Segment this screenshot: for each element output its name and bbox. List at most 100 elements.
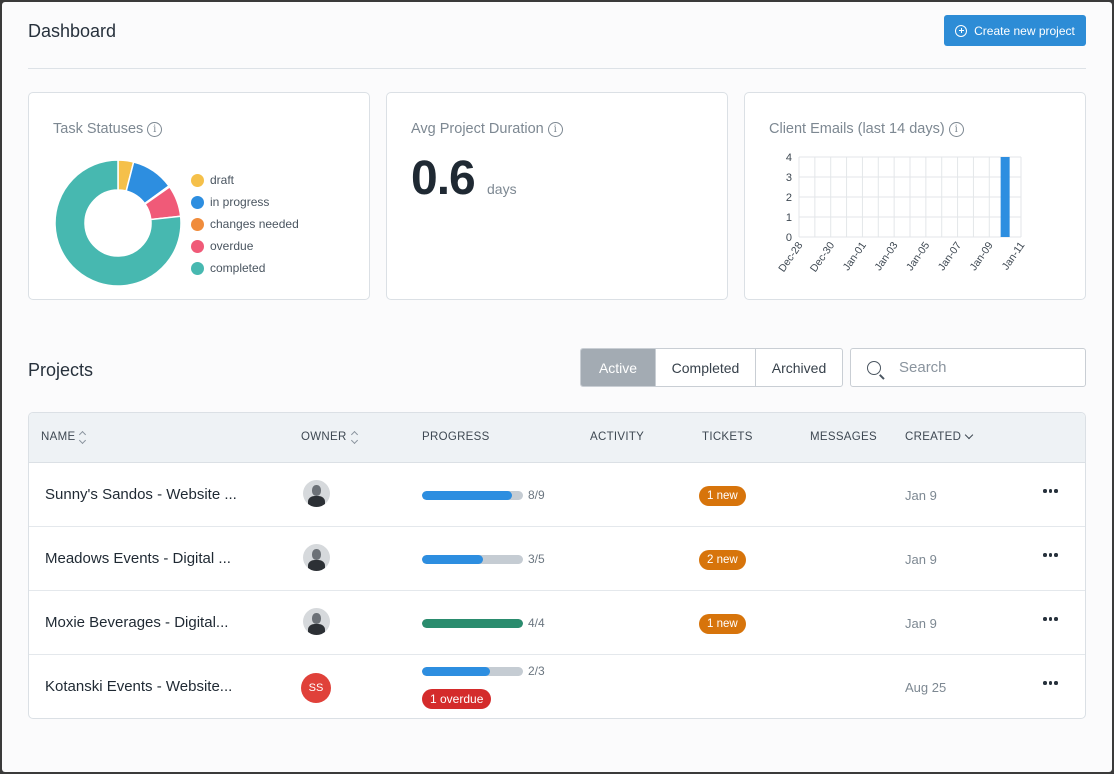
task-status-donut-chart: [55, 160, 181, 286]
search-box: [850, 348, 1086, 387]
info-icon[interactable]: i: [147, 121, 163, 137]
legend-swatch: [191, 261, 204, 275]
legend-label: draft: [210, 173, 235, 187]
tickets-badge[interactable]: 1 new: [699, 486, 746, 506]
project-filter-tabs: Active Completed Archived: [580, 348, 843, 387]
tickets-badge[interactable]: 2 new: [699, 550, 746, 570]
progress-text: 2/3: [528, 664, 545, 678]
sort-icon: [80, 432, 85, 443]
chevron-down-icon: [964, 430, 974, 440]
column-progress-header: PROGRESS: [422, 431, 490, 443]
legend-item-completed[interactable]: completed: [191, 257, 299, 279]
project-name[interactable]: Sunny's Sandos - Website ...: [45, 486, 237, 503]
y-tick-label: 4: [786, 152, 792, 164]
donut-slice-completed[interactable]: [55, 160, 181, 286]
project-name[interactable]: Moxie Beverages - Digital...: [45, 614, 229, 631]
column-owner-header[interactable]: OWNER: [301, 431, 357, 443]
legend-label: changes needed: [210, 217, 299, 231]
y-tick-label: 3: [786, 172, 792, 184]
x-tick-label: Dec-28: [776, 240, 805, 275]
more-options-icon[interactable]: [1039, 677, 1062, 689]
x-tick-label: Jan-09: [967, 240, 995, 273]
x-tick-label: Dec-30: [808, 240, 837, 275]
table-header: NAME OWNER PROGRESS ACTIVITY TICKETS MES…: [29, 413, 1085, 463]
plus-circle-icon: [955, 24, 968, 37]
avatar[interactable]: [303, 608, 330, 635]
table-row[interactable]: Sunny's Sandos - Website ... 8/9 1 new Ja…: [29, 463, 1085, 527]
legend-label: overdue: [210, 239, 254, 253]
progress-bar: [422, 555, 523, 564]
overdue-badge[interactable]: 1 overdue: [422, 689, 492, 709]
avg-duration-unit: days: [487, 181, 517, 197]
x-tick-label: Jan-11: [1000, 240, 1028, 273]
dashboard-header: Dashboard Create new project: [28, 2, 1086, 69]
created-date: Aug 25: [905, 680, 947, 695]
legend-swatch: [191, 195, 204, 209]
tab-active[interactable]: Active: [581, 349, 655, 386]
x-tick-label: Jan-05: [904, 240, 932, 273]
y-tick-label: 0: [786, 232, 792, 244]
tab-archived[interactable]: Archived: [755, 349, 842, 386]
table-row[interactable]: Moxie Beverages - Digital... 4/4 1 new Ja…: [29, 591, 1085, 655]
search-icon: [867, 360, 881, 375]
projects-title: Projects: [28, 360, 94, 380]
info-icon[interactable]: i: [948, 121, 964, 137]
table-row[interactable]: Kotanski Events - Website... SS 2/3 1 over…: [29, 655, 1085, 718]
create-project-label: Create new project: [974, 23, 1075, 38]
progress-bar: [422, 667, 523, 676]
page-title: Dashboard: [28, 21, 117, 41]
created-date: Jan 9: [905, 488, 937, 503]
tickets-badge[interactable]: 1 new: [699, 614, 746, 634]
projects-table: NAME OWNER PROGRESS ACTIVITY TICKETS MES…: [28, 412, 1086, 719]
progress-text: 8/9: [528, 488, 545, 502]
y-tick-label: 1: [786, 212, 792, 224]
project-name[interactable]: Meadows Events - Digital ...: [45, 550, 231, 567]
legend-label: completed: [210, 261, 266, 275]
legend-item-overdue[interactable]: overdue: [191, 235, 299, 257]
more-options-icon[interactable]: [1039, 549, 1062, 561]
created-date: Jan 9: [905, 616, 937, 631]
legend-item-changes-needed[interactable]: changes needed: [191, 213, 299, 235]
x-tick-label: Jan-03: [872, 240, 900, 273]
column-name-header[interactable]: NAME: [41, 431, 85, 443]
sort-icon: [352, 432, 357, 443]
legend-swatch: [191, 217, 204, 231]
column-activity-header: ACTIVITY: [590, 431, 645, 443]
legend-label: in progress: [210, 195, 270, 209]
more-options-icon[interactable]: [1039, 613, 1062, 625]
search-input[interactable]: [899, 359, 1069, 376]
column-created-header[interactable]: CREATED: [905, 430, 974, 443]
avatar[interactable]: [303, 544, 330, 571]
task-statuses-title: Task Statuses: [53, 121, 144, 137]
avg-duration-title: Avg Project Duration: [411, 121, 544, 137]
column-messages-header: MESSAGES: [810, 431, 877, 443]
legend-swatch: [191, 173, 204, 187]
project-name[interactable]: Kotanski Events - Website...: [45, 678, 233, 695]
table-body: Sunny's Sandos - Website ... 8/9 1 new Ja…: [29, 463, 1085, 718]
more-options-icon[interactable]: [1039, 485, 1062, 497]
column-tickets-header: TICKETS: [702, 431, 753, 443]
task-status-legend: draft in progress changes needed overdue com…: [191, 169, 299, 279]
legend-item-in-progress[interactable]: in progress: [191, 191, 299, 213]
avatar[interactable]: SS: [301, 673, 331, 703]
avg-duration-value: 0.6: [411, 152, 476, 205]
created-date: Jan 9: [905, 552, 937, 567]
avatar[interactable]: [303, 480, 330, 507]
create-project-button[interactable]: Create new project: [944, 15, 1086, 46]
x-tick-label: Jan-07: [936, 240, 964, 273]
task-statuses-card: Task Statuses i draft in progress changes …: [28, 92, 370, 300]
tab-completed[interactable]: Completed: [655, 349, 755, 386]
progress-bar: [422, 619, 523, 628]
legend-item-draft[interactable]: draft: [191, 169, 299, 191]
progress-text: 3/5: [528, 552, 545, 566]
y-tick-label: 2: [786, 192, 792, 204]
client-emails-title: Client Emails (last 14 days): [769, 121, 945, 137]
info-icon[interactable]: i: [547, 121, 563, 137]
table-row[interactable]: Meadows Events - Digital ... 3/5 2 new Ja…: [29, 527, 1085, 591]
legend-swatch: [191, 239, 204, 253]
client-emails-card: Client Emails (last 14 days) i 0 1 2 3 4 Dec-…: [744, 92, 1086, 300]
progress-text: 4/4: [528, 616, 545, 630]
bar-Jan-10[interactable]: [1000, 157, 1010, 237]
